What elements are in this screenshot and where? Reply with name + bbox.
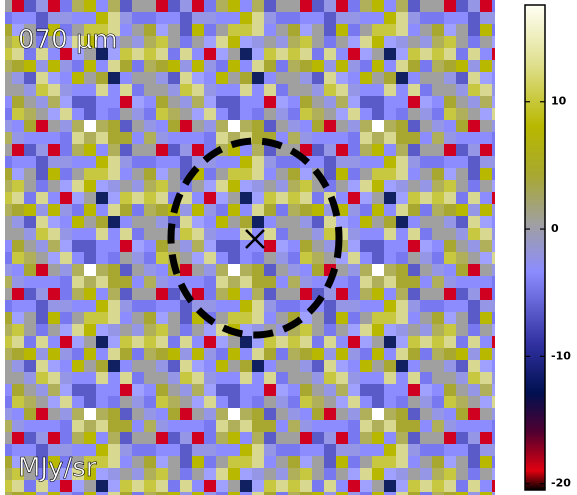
- map-background: [5, 0, 495, 495]
- colorbar-tick-label: 0: [551, 222, 559, 235]
- colorbar-tick-label: -10: [551, 349, 571, 362]
- colorbar-tick-label: -20: [551, 477, 571, 490]
- sky-map: 070 μm MJy/sr: [5, 0, 495, 495]
- colorbar: [524, 4, 546, 491]
- band-label: 070 μm: [18, 25, 118, 55]
- unit-label: MJy/sr: [18, 453, 97, 483]
- center-marker: [245, 229, 265, 249]
- colorbar-tick-label: 10: [551, 95, 567, 108]
- aperture-ellipse: [167, 137, 343, 339]
